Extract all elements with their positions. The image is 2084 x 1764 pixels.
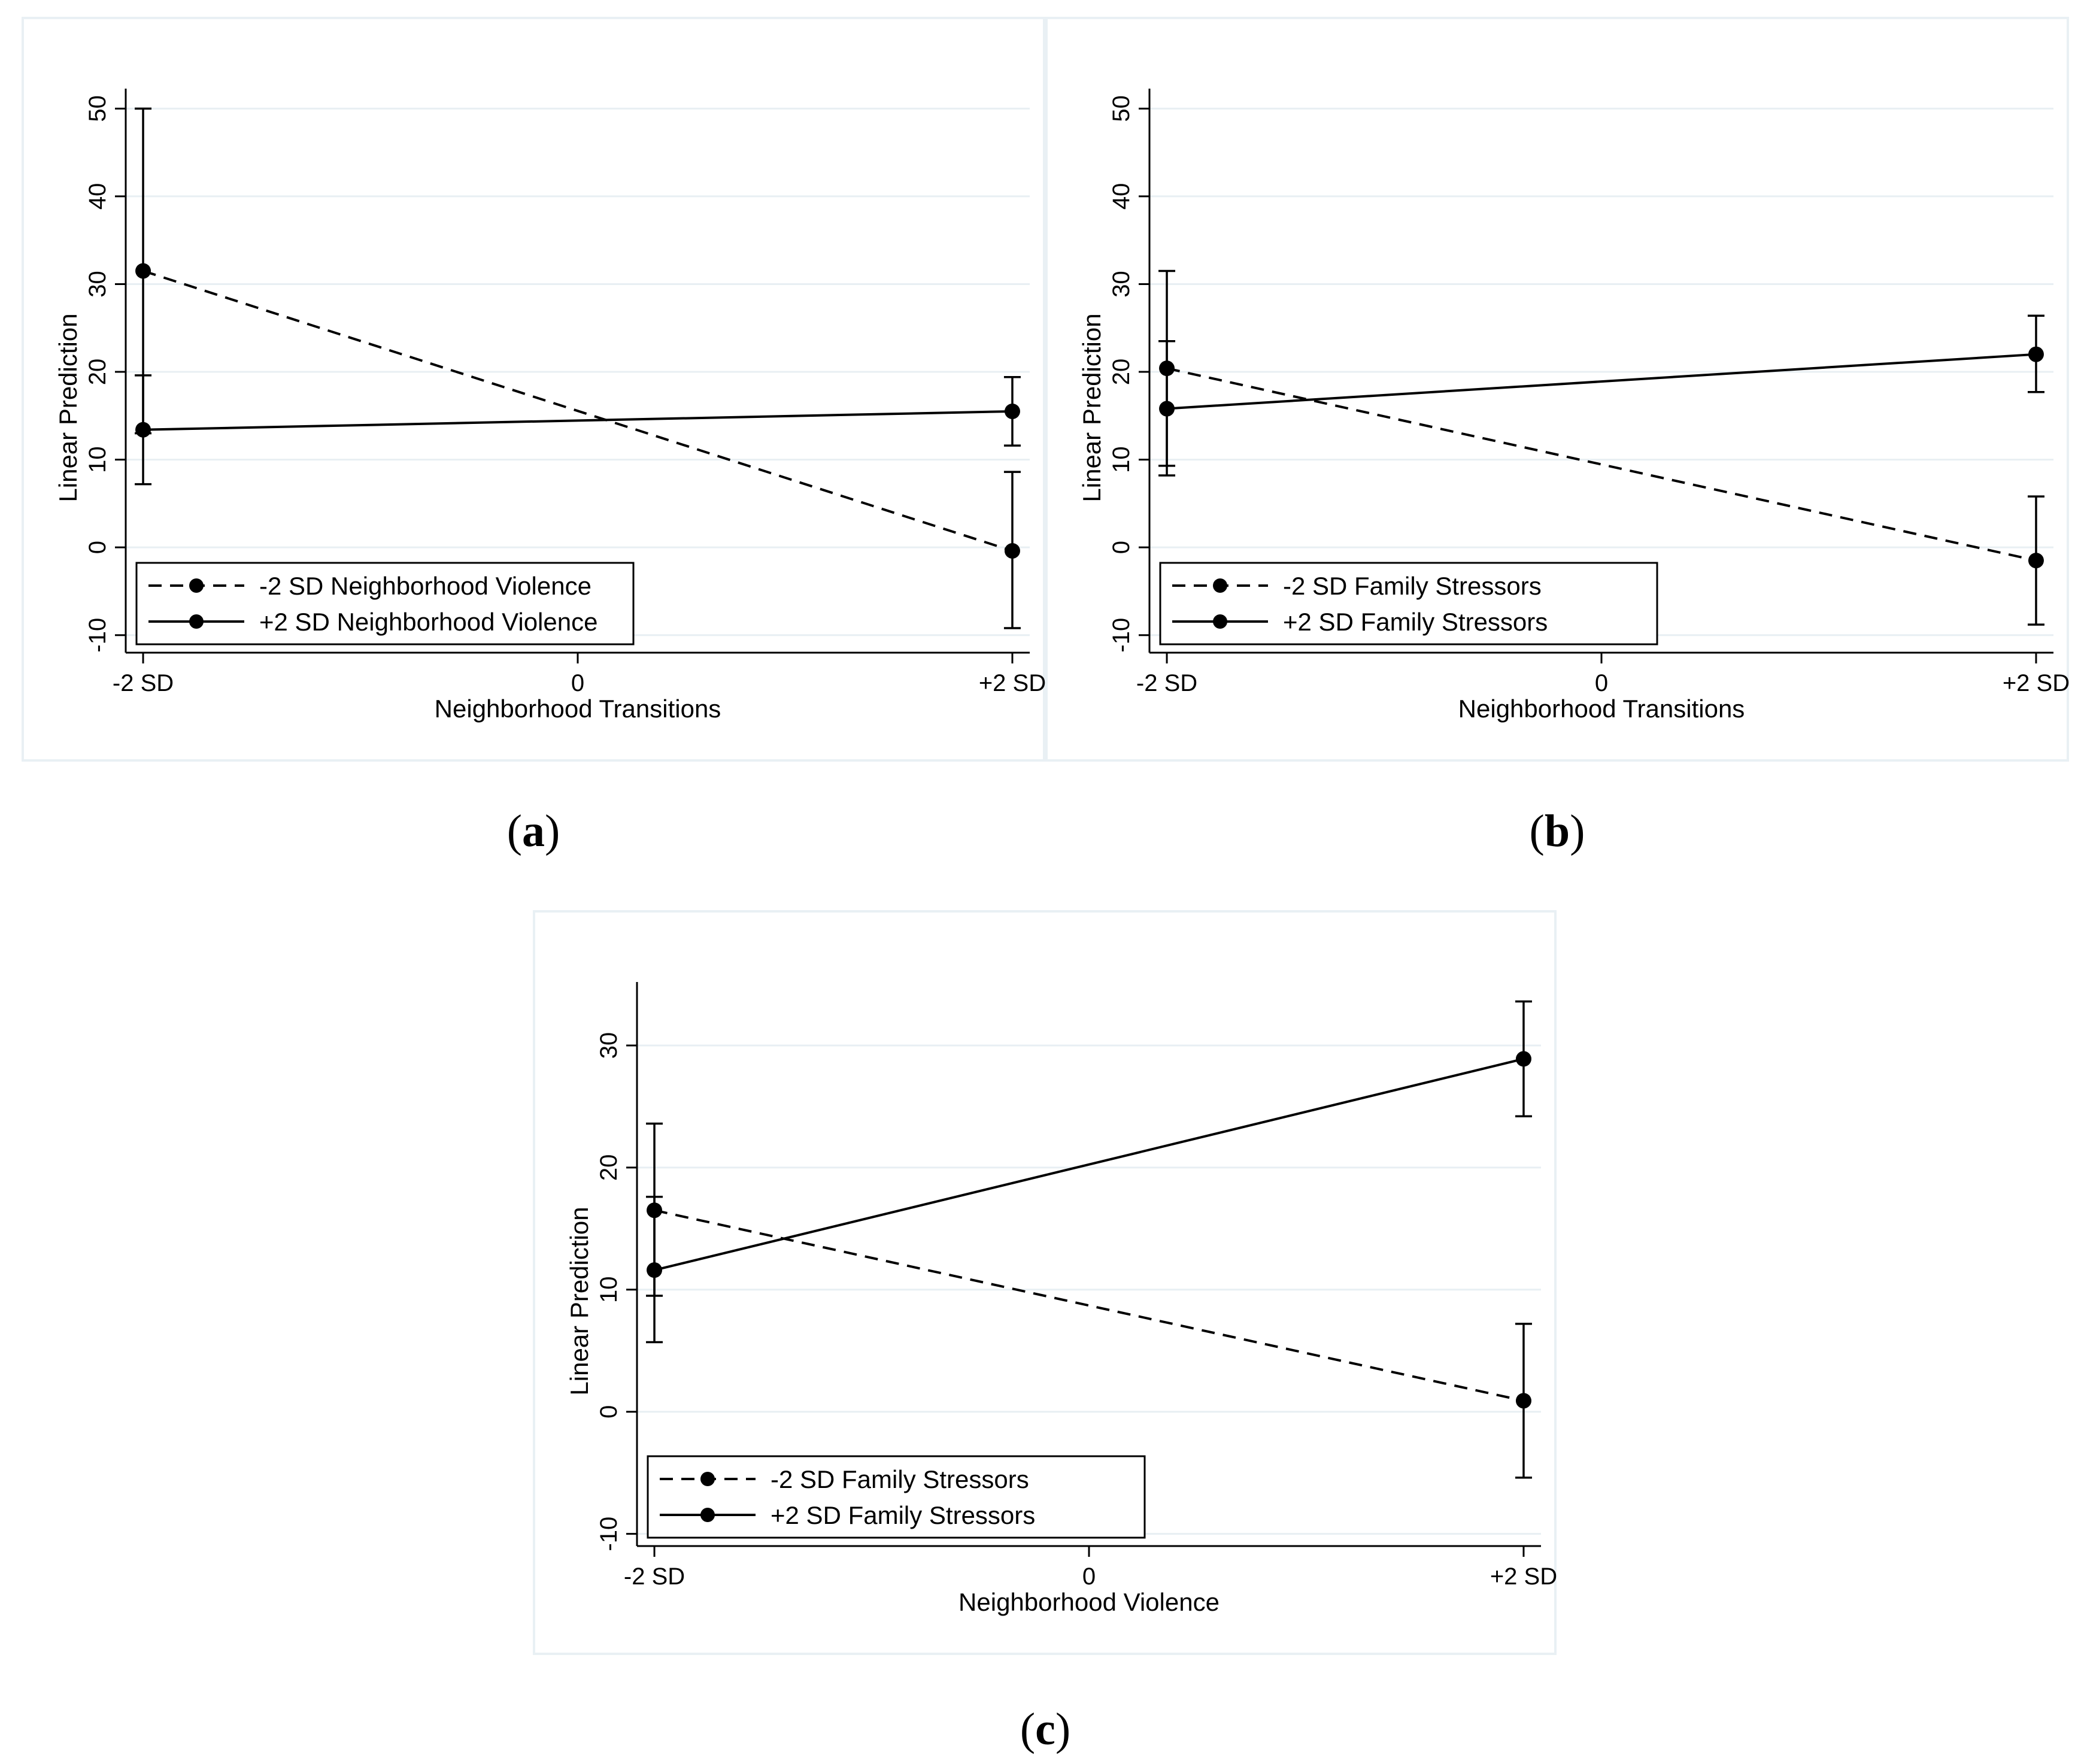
legend-swatch-marker (700, 1508, 715, 1522)
legend-label: +2 SD Family Stressors (770, 1501, 1035, 1529)
data-point (1515, 1393, 1531, 1409)
y-axis-title: Linear Prediction (1078, 313, 1106, 502)
x-tick-label: -2 SD (1136, 670, 1197, 696)
y-tick-label: 10 (84, 446, 111, 473)
x-axis-title: Neighborhood Transitions (435, 695, 721, 723)
caption-c: (c) (1020, 1704, 1071, 1754)
x-tick-label: -2 SD (113, 670, 174, 696)
series-line-dashed (654, 1209, 1524, 1402)
y-axis-title: Linear Prediction (565, 1207, 593, 1395)
legend-label: -2 SD Neighborhood Violence (259, 572, 591, 600)
y-tick-label: 20 (1108, 359, 1134, 386)
legend-swatch-marker (189, 578, 204, 593)
chart-svg-b: -10 0 10 20 30 40 50 -2 SD 0 +2 SD Neighborhood Tr… (1078, 89, 2070, 723)
y-tick-label: 30 (1108, 271, 1134, 298)
x-tick-label: +2 SD (1490, 1563, 1557, 1590)
legend-box (135, 562, 635, 645)
data-point (2028, 346, 2044, 362)
y-tick-label: 30 (84, 271, 111, 298)
x-tick-label: 0 (571, 670, 584, 696)
chart-panel-b: -10 0 10 20 30 40 50 -2 SD 0 +2 SD Neighborhood Tr… (1045, 17, 2070, 762)
y-tick-label: -10 (596, 1517, 622, 1551)
y-tick-label: -10 (1108, 618, 1134, 653)
series-line-solid (142, 410, 1013, 431)
chart-svg-a: -10 0 10 20 30 40 50 -2 SD 0 +2 SD Neighborhood Tr… (54, 89, 1046, 723)
legend-swatch-marker (189, 614, 204, 629)
legend-swatch-marker (1213, 614, 1227, 629)
data-point (1515, 1051, 1531, 1067)
series-line-solid (1166, 353, 2037, 410)
data-point (1004, 403, 1020, 419)
y-tick-label: 10 (596, 1277, 622, 1304)
chart-panel-a: -10 0 10 20 30 40 50 -2 SD 0 +2 SD Neighborhood Tr… (22, 17, 1046, 762)
x-tick-label: 0 (1082, 1563, 1096, 1590)
y-tick-label: -10 (84, 618, 111, 653)
y-tick-label: 20 (596, 1154, 622, 1181)
y-tick-label: 50 (1108, 95, 1134, 122)
caption-b: (b) (1529, 806, 1585, 856)
legend-box (647, 1455, 1146, 1539)
x-axis-title: Neighborhood Transitions (1458, 695, 1745, 723)
data-point (647, 1262, 663, 1278)
data-point (1004, 542, 1020, 559)
chart-panel-c: -10 0 10 20 30 -2 SD 0 +2 SD Neighborhood Violen… (533, 910, 1557, 1655)
y-tick-label: 20 (84, 359, 111, 386)
series-line-dashed (1166, 367, 2037, 562)
data-point (1159, 401, 1175, 417)
series-line-solid (654, 1057, 1524, 1272)
y-axis-title: Linear Prediction (54, 313, 82, 502)
legend-swatch-marker (1213, 578, 1227, 593)
x-tick-label: +2 SD (979, 670, 1046, 696)
caption-letter-c: c (1035, 1704, 1055, 1754)
legend-label: -2 SD Family Stressors (770, 1465, 1029, 1493)
legend-label: -2 SD Family Stressors (1283, 572, 1542, 600)
x-tick-label: +2 SD (2003, 670, 2070, 696)
legend-label: +2 SD Family Stressors (1283, 608, 1548, 636)
x-tick-label: -2 SD (624, 1563, 685, 1590)
series-line-dashed (142, 269, 1013, 552)
data-point (135, 422, 151, 438)
y-tick-label: 10 (1108, 446, 1134, 473)
legend-box (1159, 562, 1658, 645)
caption-a: (a) (506, 806, 560, 856)
caption-letter-a: a (522, 806, 545, 856)
chart-svg-c: -10 0 10 20 30 -2 SD 0 +2 SD Neighborhood Violen… (565, 982, 1557, 1616)
x-tick-label: 0 (1595, 670, 1608, 696)
y-tick-label: 50 (84, 95, 111, 122)
y-tick-label: 0 (1108, 541, 1134, 554)
y-tick-label: 30 (596, 1032, 622, 1059)
x-axis-title: Neighborhood Violence (958, 1588, 1220, 1616)
data-point (2028, 553, 2044, 569)
y-tick-label: 0 (84, 541, 111, 554)
legend-label: +2 SD Neighborhood Violence (259, 608, 597, 636)
data-point (135, 263, 151, 279)
y-tick-label: 40 (84, 183, 111, 210)
caption-letter-b: b (1544, 806, 1570, 856)
y-tick-label: 40 (1108, 183, 1134, 210)
legend-swatch-marker (700, 1472, 715, 1486)
y-tick-label: 0 (596, 1405, 622, 1419)
